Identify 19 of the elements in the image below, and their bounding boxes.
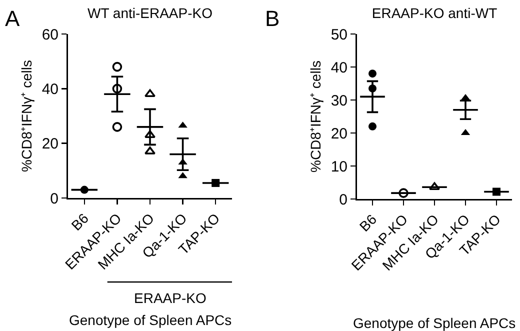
y-tick-label: 0 [50,190,58,208]
y-tick-label: 40 [330,59,348,76]
text: B [265,6,280,31]
y-axis-title: %CD8⁺IFNγ⁺ cells [308,60,324,172]
y-tick-label: 10 [330,158,348,176]
y-tick-label: 50 [330,26,348,44]
text: A [5,6,20,31]
chart-title: ERAAP-KO anti-WT [372,4,498,21]
y-axis-title: %CD8⁺IFNγ⁺ cells [18,60,35,172]
x-axis-title: Genotype of Spleen APCs [353,315,516,331]
y-tick-label: 20 [330,125,348,142]
x-axis-title: Genotype of Spleen APCs [69,312,232,328]
y-tick-label: 40 [42,80,58,98]
y-tick-label: 30 [330,92,348,110]
chart-title: WT anti-ERAAP-KO [88,4,213,21]
text: ERAAP-KO [134,290,206,306]
y-tick-label: 20 [42,136,58,153]
y-tick-label: 60 [42,26,58,44]
y-tick-label: 0 [339,191,348,208]
